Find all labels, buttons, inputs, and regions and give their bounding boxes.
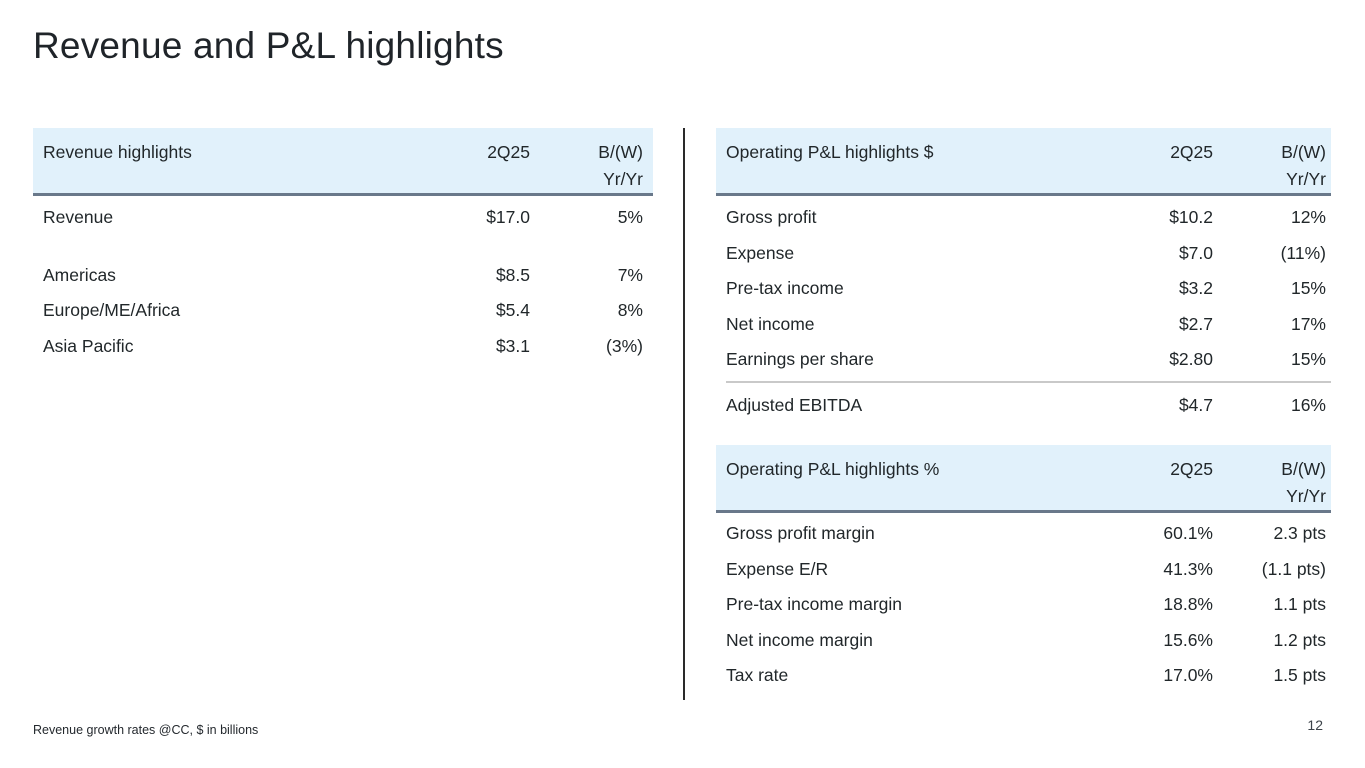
row-value: $3.2 [1178, 278, 1213, 299]
operating-pnl-panel: Operating P&L highlights $ 2Q25 B/(W) Yr… [716, 128, 1331, 694]
column-header-period: 2Q25 [1170, 142, 1213, 162]
revenue-highlights-table: Revenue highlights 2Q25 B/(W) Yr/Yr Reve… [33, 128, 653, 364]
row-value: 17.0% [1163, 665, 1213, 686]
column-header-change: B/(W) Yr/Yr [598, 142, 643, 189]
row-value: 15.6% [1163, 629, 1213, 650]
column-header-change: B/(W) Yr/Yr [1281, 142, 1326, 189]
subtotal-divider-rule [726, 380, 1331, 383]
column-header-period: 2Q25 [487, 142, 530, 162]
row-label: Expense E/R [726, 558, 829, 579]
table-row: Gross profit $10.2 12% [716, 200, 1331, 236]
row-label: Net income margin [726, 629, 873, 650]
row-change: 1.2 pts [1273, 629, 1326, 650]
row-label: Adjusted EBITDA [726, 394, 863, 415]
row-label: Asia Pacific [43, 335, 134, 356]
row-change: 12% [1290, 207, 1326, 228]
column-header-change: B/(W) Yr/Yr [1281, 459, 1326, 506]
row-label: Pre-tax income [726, 278, 844, 299]
row-label: Americas [43, 264, 116, 285]
row-change: 17% [1290, 313, 1326, 334]
pnl-dollar-table: Operating P&L highlights $ 2Q25 B/(W) Yr… [716, 128, 1331, 423]
table-row: Asia Pacific $3.1 (3%) [33, 329, 653, 365]
row-label: Gross profit margin [726, 523, 875, 544]
row-label: Net income [726, 313, 815, 334]
row-label: Pre-tax income margin [726, 594, 903, 615]
table-row: Net income $2.7 17% [716, 307, 1331, 343]
row-value: $3.1 [495, 335, 530, 356]
row-value: $17.0 [486, 207, 530, 228]
row-label: Earnings per share [726, 349, 874, 370]
table-title: Operating P&L highlights $ [726, 142, 934, 162]
page-number: 12 [1307, 717, 1323, 733]
row-change: (1.1 pts) [1261, 558, 1326, 579]
row-label: Gross profit [726, 207, 817, 228]
table-row: Net income margin 15.6% 1.2 pts [716, 623, 1331, 659]
row-value: $8.5 [495, 264, 530, 285]
table-header: Operating P&L highlights $ 2Q25 B/(W) Yr… [716, 128, 1331, 196]
table-row-subtotal: Adjusted EBITDA $4.7 16% [716, 388, 1331, 424]
table-row: Americas $8.5 7% [33, 258, 653, 294]
row-change: 8% [617, 300, 643, 321]
footnote: Revenue growth rates @CC, $ in billions [33, 723, 259, 737]
table-title: Operating P&L highlights % [726, 459, 940, 479]
row-value: $4.7 [1178, 394, 1213, 415]
row-change: 2.3 pts [1273, 523, 1326, 544]
row-change: 15% [1290, 349, 1326, 370]
row-value: 41.3% [1163, 558, 1213, 579]
row-change: 1.5 pts [1273, 665, 1326, 686]
row-value: $7.0 [1178, 242, 1213, 263]
table-title: Revenue highlights [43, 142, 192, 162]
row-value: 18.8% [1163, 594, 1213, 615]
table-row: Earnings per share $2.80 15% [716, 342, 1331, 378]
row-change: 1.1 pts [1273, 594, 1326, 615]
table-header: Revenue highlights 2Q25 B/(W) Yr/Yr [33, 128, 653, 196]
table-row: Pre-tax income margin 18.8% 1.1 pts [716, 587, 1331, 623]
table-row: Pre-tax income $3.2 15% [716, 271, 1331, 307]
row-value: $2.80 [1169, 349, 1213, 370]
row-change: (11%) [1280, 242, 1326, 263]
pnl-percent-table: Operating P&L highlights % 2Q25 B/(W) Yr… [716, 445, 1331, 694]
row-change: 5% [617, 207, 643, 228]
table-body: Gross profit margin 60.1% 2.3 pts Expens… [716, 513, 1331, 694]
table-body: Revenue $17.0 5% Americas $8.5 7% Europe… [33, 196, 653, 364]
row-label: Europe/ME/Africa [43, 300, 181, 321]
panel-divider-rule [683, 128, 685, 700]
table-header: Operating P&L highlights % 2Q25 B/(W) Yr… [716, 445, 1331, 513]
page-title: Revenue and P&L highlights [33, 25, 504, 66]
row-change: (3%) [606, 335, 643, 356]
table-row: Expense E/R 41.3% (1.1 pts) [716, 552, 1331, 588]
row-value: 60.1% [1163, 523, 1213, 544]
row-value: $10.2 [1169, 207, 1213, 228]
row-change: 16% [1290, 394, 1326, 415]
row-value: $5.4 [495, 300, 530, 321]
row-label: Expense [726, 242, 795, 263]
table-row: Expense $7.0 (11%) [716, 236, 1331, 272]
row-change: 7% [617, 264, 643, 285]
table-row: Revenue $17.0 5% [33, 200, 653, 236]
table-body: Gross profit $10.2 12% Expense $7.0 (11%… [716, 196, 1331, 423]
row-value: $2.7 [1178, 313, 1213, 334]
row-change: 15% [1290, 278, 1326, 299]
table-row: Europe/ME/Africa $5.4 8% [33, 293, 653, 329]
table-row: Tax rate 17.0% 1.5 pts [716, 658, 1331, 694]
column-header-period: 2Q25 [1170, 459, 1213, 479]
table-row: Gross profit margin 60.1% 2.3 pts [716, 516, 1331, 552]
row-label: Tax rate [726, 665, 789, 686]
row-label: Revenue [43, 207, 114, 228]
